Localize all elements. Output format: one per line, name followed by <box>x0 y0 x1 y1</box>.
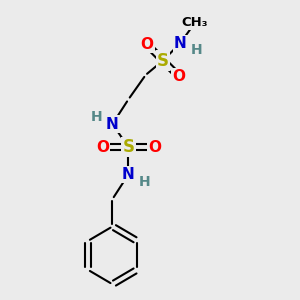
Text: CH₃: CH₃ <box>182 16 208 29</box>
Text: O: O <box>141 37 154 52</box>
Text: H: H <box>190 44 202 57</box>
Text: O: O <box>96 140 109 154</box>
Text: S: S <box>122 138 134 156</box>
Text: O: O <box>172 69 185 84</box>
Text: S: S <box>157 52 169 70</box>
Text: N: N <box>174 36 187 51</box>
Text: H: H <box>138 175 150 189</box>
Text: N: N <box>106 116 119 131</box>
Text: O: O <box>148 140 161 154</box>
Text: N: N <box>122 167 135 182</box>
Text: H: H <box>91 110 102 124</box>
